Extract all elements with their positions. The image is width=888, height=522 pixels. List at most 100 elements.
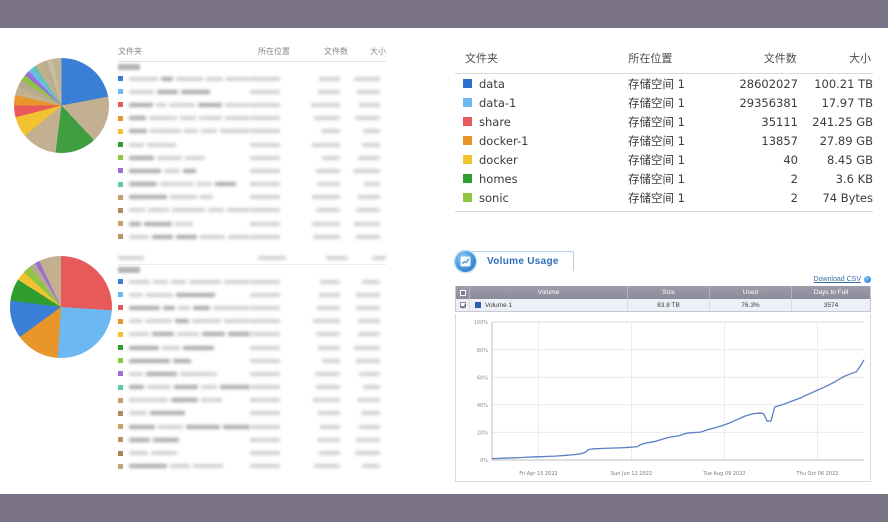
list-item[interactable] <box>118 381 386 394</box>
redacted-text <box>160 182 193 186</box>
select-all-checkbox[interactable] <box>460 290 466 296</box>
redacted-text <box>313 235 340 239</box>
redacted-text <box>316 208 340 212</box>
volume-th-days-to-full[interactable]: Days to Full <box>792 286 870 299</box>
left-th-size[interactable]: 大小 <box>348 46 386 57</box>
list-item[interactable] <box>118 98 386 111</box>
list-cell <box>298 359 340 363</box>
list-cell <box>118 155 250 160</box>
list-item[interactable] <box>118 217 386 230</box>
redacted-text <box>225 116 250 120</box>
color-swatch <box>118 89 123 94</box>
th-size[interactable]: 大小 <box>797 50 871 66</box>
list-item[interactable] <box>118 354 386 367</box>
list-item[interactable] <box>118 72 386 85</box>
list-item[interactable] <box>118 230 386 243</box>
cell-size: 241.25 GB <box>798 115 873 129</box>
list-item[interactable] <box>118 191 386 204</box>
redacted-text <box>356 208 380 212</box>
list-cell <box>340 156 380 160</box>
volume-th-size[interactable]: Size <box>628 286 710 299</box>
cell-size: 8.45 GB <box>798 153 873 167</box>
volume-usage-tab-box[interactable]: Volume Usage <box>468 251 574 271</box>
volume-usage-tab[interactable]: Volume Usage <box>455 250 880 272</box>
redacted-text <box>169 103 195 107</box>
volume-usage-body: Download CSV Volume Size Used Days to Fu… <box>455 273 873 482</box>
redacted-text <box>200 235 225 239</box>
redacted-text <box>206 77 222 81</box>
left-table-2 <box>118 256 386 473</box>
list-item[interactable] <box>118 112 386 125</box>
redacted-text <box>213 306 250 310</box>
table-row[interactable]: Volume 1 83.8 TB 76.3% 3574 <box>456 299 870 311</box>
row-checkbox[interactable] <box>460 302 466 308</box>
download-icon[interactable] <box>864 276 871 283</box>
folder-name: docker-1 <box>479 134 528 148</box>
table-row[interactable]: sonic 存储空间 1 2 74 Bytes <box>455 188 873 207</box>
volume-th-volume[interactable]: Volume <box>470 286 628 299</box>
list-item[interactable] <box>118 460 386 473</box>
cell-folder: homes <box>455 172 628 186</box>
list-item[interactable] <box>118 288 386 301</box>
left2-th-count[interactable] <box>306 256 348 260</box>
redacted-text <box>355 451 380 455</box>
th-location[interactable]: 所在位置 <box>628 50 717 66</box>
left-th-folder[interactable]: 文件夹 <box>118 46 258 57</box>
list-item[interactable] <box>118 341 386 354</box>
list-item[interactable] <box>118 204 386 217</box>
left-th-count[interactable]: 文件数 <box>306 46 348 57</box>
list-item[interactable] <box>118 407 386 420</box>
download-csv-link[interactable]: Download CSV <box>814 276 861 283</box>
list-item[interactable] <box>118 420 386 433</box>
th-folder[interactable]: 文件夹 <box>457 50 628 66</box>
list-item[interactable] <box>118 275 386 288</box>
folder-table-footer-rule <box>455 211 873 212</box>
list-item[interactable] <box>118 367 386 380</box>
redacted-text <box>353 169 380 173</box>
redacted-text <box>148 208 169 212</box>
redacted-text <box>175 222 193 226</box>
table-row[interactable]: docker-1 存储空间 1 13857 27.89 GB <box>455 131 873 150</box>
list-item[interactable] <box>118 433 386 446</box>
left-th-location[interactable]: 所在位置 <box>258 46 306 57</box>
row-checkbox-cell[interactable] <box>456 299 470 311</box>
redacted-text <box>318 90 340 94</box>
redacted-text <box>316 385 340 389</box>
volume-select-all-cell[interactable] <box>456 286 470 299</box>
list-item[interactable] <box>118 125 386 138</box>
color-swatch <box>475 302 481 308</box>
redacted-text <box>161 77 174 81</box>
volume-th-used[interactable]: Used <box>710 286 792 299</box>
list-cell <box>118 332 250 337</box>
list-item[interactable] <box>118 394 386 407</box>
left2-th-folder[interactable] <box>118 256 258 260</box>
left2-th-size[interactable] <box>348 256 386 260</box>
table-row[interactable]: data 存储空间 1 28602027 100.21 TB <box>455 74 873 93</box>
cell-location: 存储空间 1 <box>628 76 718 92</box>
redacted-text <box>359 103 380 107</box>
table-row[interactable]: share 存储空间 1 35111 241.25 GB <box>455 112 873 131</box>
redacted-text <box>208 208 224 212</box>
list-cell <box>298 222 340 226</box>
list-item[interactable] <box>118 138 386 151</box>
table-row[interactable]: data-1 存储空间 1 29356381 17.97 TB <box>455 93 873 112</box>
table-row[interactable]: homes 存储空间 1 2 3.6 KB <box>455 169 873 188</box>
list-item[interactable] <box>118 151 386 164</box>
list-item[interactable] <box>118 315 386 328</box>
list-item[interactable] <box>118 164 386 177</box>
list-cell <box>298 280 340 284</box>
list-item[interactable] <box>118 446 386 459</box>
th-file-count[interactable]: 文件数 <box>718 50 797 66</box>
color-swatch <box>118 345 123 350</box>
redacted-text <box>129 464 167 468</box>
color-swatch <box>118 221 123 226</box>
table-row[interactable]: docker 存储空间 1 40 8.45 GB <box>455 150 873 169</box>
redacted-text <box>129 103 153 107</box>
redacted-text <box>129 319 142 323</box>
list-item[interactable] <box>118 301 386 314</box>
list-item[interactable] <box>118 178 386 191</box>
left2-th-location[interactable] <box>258 256 306 260</box>
pie-chart-1 <box>14 58 109 153</box>
list-item[interactable] <box>118 85 386 98</box>
list-item[interactable] <box>118 328 386 341</box>
